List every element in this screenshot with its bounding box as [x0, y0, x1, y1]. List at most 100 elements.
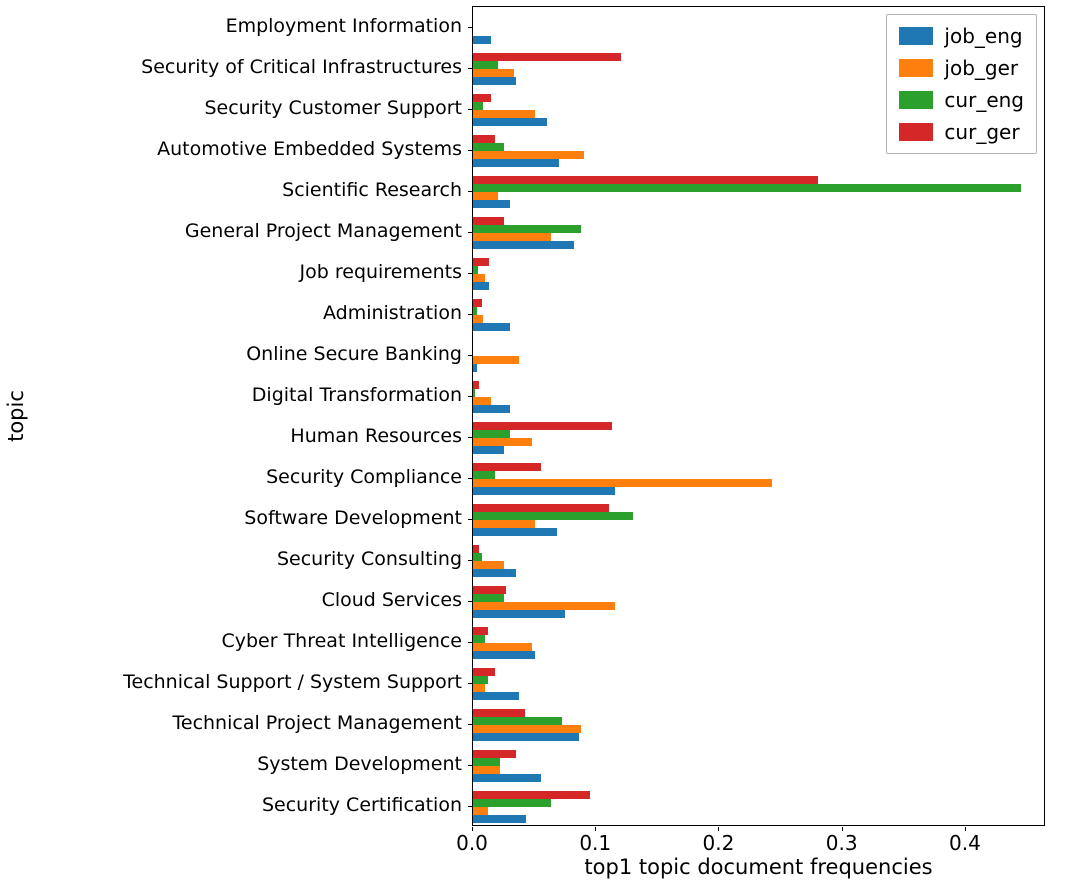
bar-job_eng: [473, 76, 517, 85]
x-tick-mark: [841, 827, 843, 831]
bar-job_eng: [473, 650, 535, 659]
y-tick-mark: [468, 354, 472, 356]
y-tick-label: Security of Critical Infrastructures: [141, 56, 462, 78]
bar-job_ger: [473, 396, 492, 405]
bar-cur_eng: [473, 798, 551, 807]
bar-job_ger: [473, 314, 483, 323]
y-tick-mark: [468, 108, 472, 110]
x-axis-label: top1 topic document frequencies: [584, 855, 933, 879]
y-tick-label: Security Customer Support: [204, 97, 462, 119]
legend-label: cur_eng: [944, 88, 1024, 112]
bar-cur_ger: [473, 93, 492, 102]
bar-job_eng: [473, 445, 504, 454]
bar-cur_eng: [473, 183, 1022, 192]
bar-job_ger: [473, 519, 535, 528]
bar-cur_ger: [473, 585, 507, 594]
legend-swatch: [899, 59, 934, 77]
bar-cur_ger: [473, 257, 490, 266]
plot-area: job_eng job_ger cur_eng cur_ger: [472, 6, 1045, 826]
x-tick-label: 0.0: [456, 831, 488, 855]
bar-cur_ger: [473, 749, 517, 758]
y-tick-label: Job requirements: [299, 261, 462, 283]
bar-job_ger: [473, 191, 498, 200]
y-tick-label: Human Resources: [290, 425, 462, 447]
bar-cur_ger: [473, 626, 488, 635]
legend-entry: cur_eng: [899, 88, 1024, 112]
bar-job_eng: [473, 199, 510, 208]
bar-job_ger: [473, 150, 584, 159]
bar-job_eng: [473, 814, 526, 823]
bar-job_eng: [473, 609, 566, 618]
bar-job_eng: [473, 404, 510, 413]
bar-cur_eng: [473, 142, 504, 151]
x-tick-mark: [472, 827, 473, 831]
y-tick-mark: [468, 723, 472, 725]
y-tick-label: General Project Management: [184, 220, 462, 242]
bar-job_ger: [473, 437, 533, 446]
y-tick-mark: [468, 518, 472, 520]
bar-cur_ger: [473, 708, 525, 717]
bar-cur_ger: [473, 380, 480, 389]
bar-cur_eng: [473, 675, 488, 684]
y-tick-mark: [468, 26, 472, 28]
y-tick-mark: [468, 231, 472, 233]
bar-cur_eng: [473, 388, 476, 397]
bar-job_ger: [473, 560, 504, 569]
legend-swatch: [899, 91, 934, 109]
bar-job_ger: [473, 683, 486, 692]
y-tick-mark: [468, 559, 472, 561]
bar-job_ger: [473, 806, 488, 815]
y-tick-label: Security Compliance: [266, 466, 462, 488]
bar-cur_ger: [473, 216, 504, 225]
y-tick-mark: [468, 477, 472, 479]
bar-job_eng: [473, 117, 547, 126]
y-tick-mark: [468, 395, 472, 397]
x-tick-mark: [964, 827, 966, 831]
bar-job_ger: [473, 355, 519, 364]
y-tick-label: Cyber Threat Intelligence: [221, 630, 462, 652]
x-tick-label: 0.4: [948, 831, 981, 855]
y-tick-mark: [468, 641, 472, 643]
bar-job_ger: [473, 765, 501, 774]
y-tick-label: Online Secure Banking: [246, 343, 462, 365]
bar-job_ger: [473, 109, 535, 118]
bar-job_eng: [473, 281, 490, 290]
bar-cur_ger: [473, 790, 591, 799]
bar-job_ger: [473, 273, 486, 282]
bar-job_eng: [473, 158, 560, 167]
bar-cur_eng: [473, 757, 501, 766]
bar-cur_eng: [473, 552, 482, 561]
x-tick-label: 0.3: [825, 831, 858, 855]
y-tick-label: Security Certification: [261, 794, 462, 816]
bar-cur_ger: [473, 298, 482, 307]
bar-job_eng: [473, 568, 517, 577]
bar-job_eng: [473, 732, 579, 741]
y-tick-mark: [468, 436, 472, 438]
y-tick-mark: [468, 190, 472, 192]
bar-job_ger: [473, 724, 582, 733]
bar-cur_ger: [473, 503, 609, 512]
bar-job_eng: [473, 773, 541, 782]
bar-cur_eng: [473, 265, 478, 274]
legend: job_eng job_ger cur_eng cur_ger: [886, 14, 1037, 154]
bar-cur_ger: [473, 544, 480, 553]
bar-cur_ger: [473, 421, 613, 430]
x-tick-label: 0.1: [579, 831, 612, 855]
y-tick-mark: [468, 682, 472, 684]
bar-cur_eng: [473, 716, 562, 725]
bar-job_ger: [473, 68, 514, 77]
bar-job_eng: [473, 527, 557, 536]
bar-job_ger: [473, 601, 615, 610]
bar-cur_ger: [473, 175, 819, 184]
y-tick-label: System Development: [257, 753, 462, 775]
y-tick-label: Cloud Services: [321, 589, 462, 611]
x-tick-mark: [595, 827, 597, 831]
y-tick-label: Employment Information: [225, 15, 462, 37]
bar-job_eng: [473, 363, 477, 372]
bar-cur_ger: [473, 667, 496, 676]
legend-entry: job_ger: [899, 56, 1024, 80]
bar-cur_eng: [473, 593, 504, 602]
bar-cur_eng: [473, 306, 477, 315]
y-tick-label: Scientific Research: [282, 179, 462, 201]
bar-job_ger: [473, 232, 551, 241]
